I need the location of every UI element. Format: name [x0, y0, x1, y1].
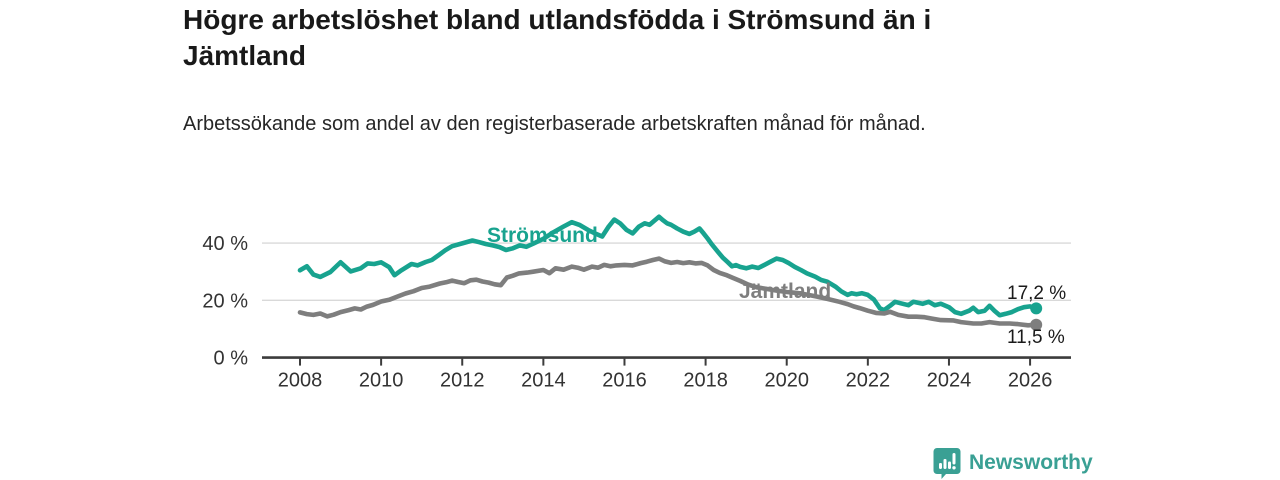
x-tick-label-2014: 2014	[521, 370, 566, 392]
chart-title: Högre arbetslöshet bland utlandsfödda i …	[183, 4, 932, 71]
newsworthy-icon	[933, 447, 961, 479]
x-tick-label-2010: 2010	[359, 370, 404, 392]
series-label-stromsund: Strömsund	[487, 224, 598, 247]
end-dot-stromsund	[1030, 302, 1043, 315]
x-tick-label-2022: 2022	[846, 370, 891, 392]
y-tick-label-40: 40 %	[202, 233, 248, 255]
series-line-jamtland	[297, 256, 1039, 328]
x-tick-label-2016: 2016	[602, 370, 647, 392]
x-tick-label-2008: 2008	[278, 370, 323, 392]
x-tick-label-2020: 2020	[764, 370, 809, 392]
end-dot-jamtland	[1030, 318, 1043, 331]
x-tick-label-2024: 2024	[927, 370, 972, 392]
y-tick-label-20: 20 %	[202, 290, 248, 312]
end-value-label-stromsund: 17,2 %	[1007, 283, 1067, 304]
series-label-jamtland: Jämtland	[739, 280, 832, 303]
y-tick-label-0: 0 %	[214, 348, 249, 370]
series-line-stromsund	[297, 214, 1039, 318]
end-value-label-jamtland: 11,5 %	[1007, 327, 1065, 348]
x-tick-label-2026: 2026	[1008, 370, 1053, 392]
newsworthy-wordmark: Newsworthy	[969, 451, 1093, 474]
x-tick-label-2018: 2018	[683, 370, 728, 392]
newsworthy-logo: Newsworthy	[933, 447, 1093, 479]
chart-subtitle: Arbetssökande som andel av den registerb…	[183, 113, 926, 135]
x-tick-label-2012: 2012	[440, 370, 485, 392]
